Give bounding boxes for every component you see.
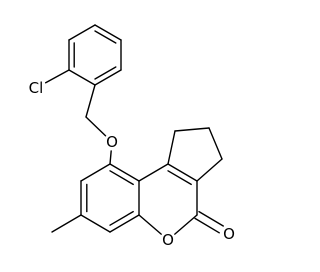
- bond: [167, 163, 198, 182]
- bond: [109, 163, 140, 182]
- page: {"atoms": {"chlorine": "Cl", "ether_oxyg…: [28, 24, 235, 249]
- bond: [208, 127, 223, 160]
- bond: [68, 24, 96, 41]
- structure-diagram: Cl O O O: [29, 24, 235, 249]
- atom-label: O: [223, 225, 235, 243]
- bond: [85, 84, 96, 118]
- bond: [80, 163, 111, 182]
- atom-label: Cl: [29, 79, 44, 97]
- bond: [94, 24, 122, 41]
- bond: [51, 214, 82, 233]
- atom-label: O: [106, 133, 118, 151]
- atom-label: O: [162, 231, 174, 249]
- bond: [167, 130, 176, 165]
- bond: [68, 69, 96, 86]
- bond: [138, 214, 162, 235]
- bonds: [44, 24, 224, 235]
- bond: [94, 69, 122, 86]
- bond: [80, 214, 111, 233]
- bond: [138, 163, 169, 182]
- bond: [85, 116, 107, 137]
- bond: [194, 217, 220, 234]
- bond: [109, 170, 134, 186]
- bond: [94, 30, 117, 44]
- bond: [198, 210, 224, 227]
- bond: [44, 69, 70, 84]
- bond: [196, 158, 223, 182]
- bond: [174, 214, 198, 235]
- bond: [109, 150, 112, 165]
- bond: [109, 210, 134, 226]
- bond: [174, 127, 210, 132]
- bond: [94, 66, 117, 80]
- bond: [109, 214, 140, 233]
- bond: [167, 170, 192, 186]
